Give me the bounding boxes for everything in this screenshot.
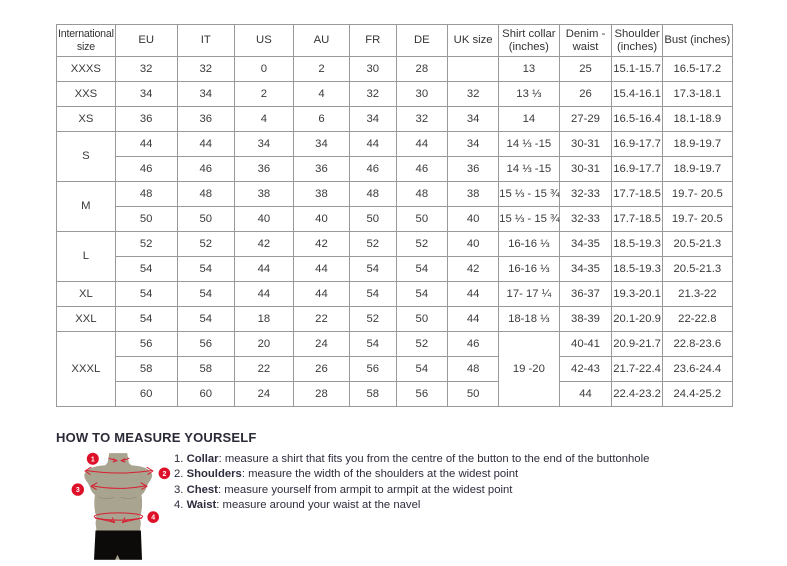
svg-text:1: 1 [91, 456, 95, 463]
svg-text:4: 4 [151, 515, 155, 522]
svg-text:2: 2 [162, 471, 166, 478]
svg-text:3: 3 [76, 487, 80, 494]
